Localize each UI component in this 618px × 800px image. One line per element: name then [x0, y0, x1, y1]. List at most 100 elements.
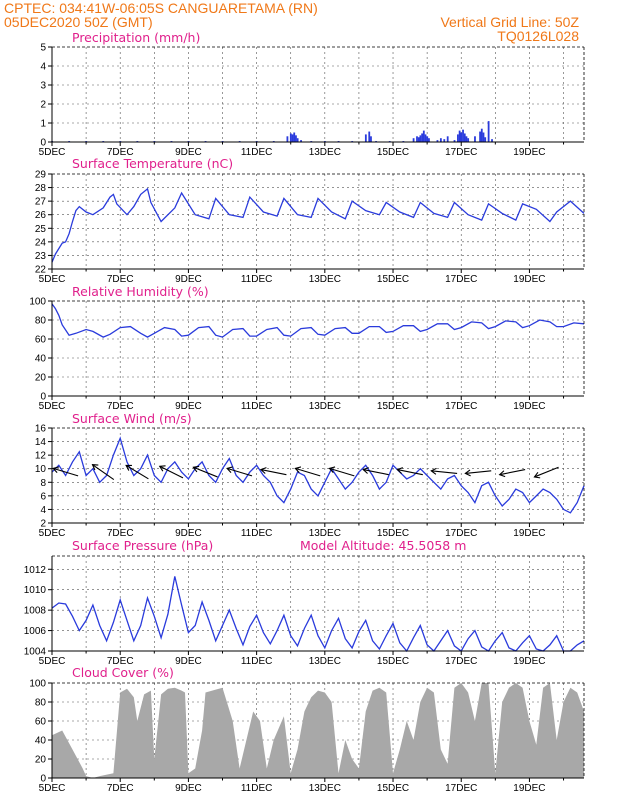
wind-arrow-head	[430, 467, 437, 475]
panel-wind: 2 4 6 8 10 12 14 16 5DEC 7DEC 9DEC 11DEC 13DEC 15DEC 1…	[35, 411, 585, 539]
precip-bar	[436, 140, 439, 142]
wind-arrow	[294, 466, 321, 477]
x-tick-label: 5DEC	[39, 783, 66, 794]
precip-bar	[428, 138, 430, 142]
y-tick-label: 23	[35, 251, 47, 262]
x-tick-label: 19DEC	[513, 528, 545, 539]
y-tick-label: 5	[40, 43, 46, 54]
wind-title: Surface Wind (m/s)	[72, 411, 192, 426]
y-tick-label: 1006	[24, 626, 47, 637]
wind-arrow-head	[192, 465, 200, 473]
x-tick-label: 17DEC	[445, 528, 477, 539]
wind-arrow-head	[125, 464, 132, 471]
y-tick-label: 1012	[24, 565, 47, 576]
precip-bar	[480, 128, 483, 142]
precip-bar	[484, 137, 487, 142]
humidity-title: Relative Humidity (%)	[72, 284, 209, 299]
x-tick-label: 11DEC	[241, 274, 273, 285]
x-tick-label: 15DEC	[377, 401, 409, 412]
y-tick-label: 26	[35, 210, 47, 221]
y-tick-label: 22	[35, 265, 47, 276]
y-tick-label: 12	[35, 451, 47, 462]
wind-arrow-head	[158, 465, 166, 472]
x-tick-label: 7DEC	[107, 401, 134, 412]
header-grid-note: Vertical Grid Line: 50Z	[440, 14, 579, 30]
wind-arrow-head	[259, 467, 267, 474]
precip-bar	[453, 140, 456, 142]
precip-bar	[457, 134, 459, 142]
y-tick-label: 3	[40, 81, 46, 92]
x-tick-label: 13DEC	[309, 528, 341, 539]
wind-arrow-shaft	[295, 467, 321, 477]
cloud-cover-area	[52, 683, 584, 778]
wind-arrow	[259, 467, 287, 476]
wind-arrow-shaft	[397, 469, 423, 476]
y-tick-label: 25	[35, 224, 47, 235]
wind-arrow	[125, 464, 149, 480]
wind-arrow-shaft	[534, 466, 559, 478]
precip-bar	[368, 131, 371, 142]
wind-arrow-head	[533, 471, 541, 479]
x-tick-label: 11DEC	[241, 656, 273, 667]
precip-bar	[293, 132, 296, 142]
wind-arrow-head	[226, 466, 233, 474]
panel-cloud-cover: 0 20 40 60 80 100 5DEC 7DEC 9DEC 11DEC 13DEC 15DEC 1…	[29, 665, 585, 794]
wind-arrow	[328, 466, 355, 477]
x-tick-label: 17DEC	[445, 783, 477, 794]
panel-pressure: 1004 1006 1008 1010 1012 5DEC 7DEC 9DEC 11DEC 13D…	[24, 538, 585, 667]
precip-bar	[479, 131, 481, 142]
x-tick-label: 5DEC	[39, 401, 66, 412]
x-tick-label: 11DEC	[241, 401, 273, 412]
y-tick-label: 4	[40, 62, 46, 73]
x-tick-label: 11DEC	[241, 147, 273, 158]
wind-arrow	[464, 469, 492, 477]
y-tick-label: 29	[35, 170, 47, 181]
temperature-line	[51, 187, 585, 263]
precip-bar	[460, 132, 463, 142]
x-tick-label: 7DEC	[107, 783, 134, 794]
y-tick-label: 8	[40, 478, 46, 489]
y-tick-label: 24	[35, 237, 47, 248]
wind-arrow-shaft	[329, 467, 355, 477]
y-tick-label: 10	[35, 464, 47, 475]
x-tick-label: 7DEC	[107, 528, 134, 539]
y-tick-label: 28	[35, 183, 47, 194]
wind-arrow-shaft	[363, 469, 389, 476]
y-tick-label: 2	[40, 100, 46, 111]
wind-arrow-shaft	[193, 466, 218, 478]
wind-arrow-shaft	[499, 469, 526, 476]
panel-temperature: 22 23 24 25 26 27 28 29 5DEC 7DEC 9DEC 11DEC 13DEC 15…	[35, 156, 585, 285]
precip-bar	[416, 136, 418, 142]
model-altitude-label: Model Altitude: 45.5058 m	[300, 538, 466, 553]
x-tick-label: 5DEC	[39, 528, 66, 539]
precip-bar	[463, 133, 466, 142]
wind-arrow	[533, 466, 559, 479]
y-tick-label: 60	[35, 335, 47, 346]
y-tick-label: 0	[40, 392, 46, 403]
y-tick-label: 2	[40, 519, 46, 530]
x-tick-label: 13DEC	[309, 401, 341, 412]
wind-line	[51, 436, 585, 514]
x-tick-label: 19DEC	[513, 147, 545, 158]
x-tick-label: 19DEC	[513, 783, 545, 794]
precip-bar	[370, 136, 372, 142]
wind-arrow-head	[52, 466, 59, 474]
wind-arrow-shaft	[226, 467, 253, 477]
precip-bar	[439, 138, 442, 142]
precip-bar	[491, 139, 493, 142]
precip-bar	[289, 133, 292, 142]
precip-bar	[421, 133, 424, 142]
wind-arrow-head	[362, 467, 369, 474]
y-tick-label: 40	[35, 736, 47, 747]
precip-bar	[465, 136, 468, 142]
x-tick-label: 7DEC	[107, 147, 134, 158]
precip-bar	[474, 136, 476, 142]
x-tick-label: 19DEC	[513, 401, 545, 412]
precip-bar	[422, 130, 425, 142]
precip-bar	[467, 138, 470, 142]
x-tick-label: 19DEC	[513, 656, 545, 667]
precip-bar	[462, 129, 464, 142]
wind-arrow-head	[91, 464, 99, 471]
y-tick-label: 0	[40, 774, 46, 785]
